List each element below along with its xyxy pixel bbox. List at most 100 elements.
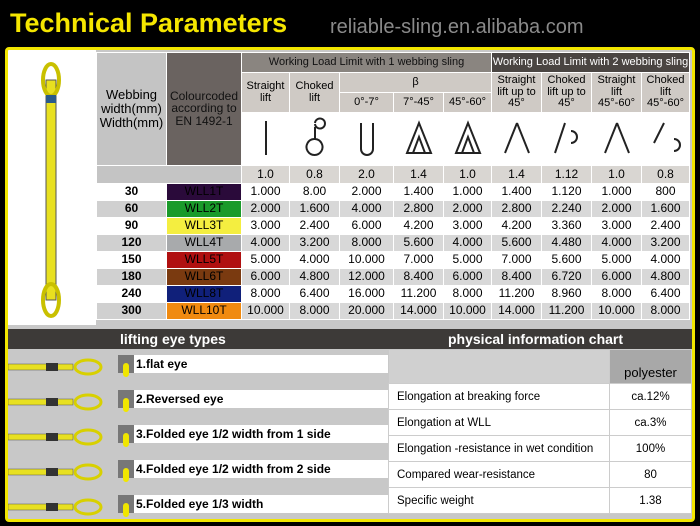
group-header-2-sling: Working Load Limit with 2 webbing sling [491,52,690,73]
wll-cell: 6.000 [443,267,492,286]
wll-cell: 4.200 [491,216,542,235]
width-cell: 120 [96,233,167,252]
wll-cell: 4.000 [443,233,492,252]
angle-header: 7°-45° [393,92,444,113]
width-cell: 240 [96,284,167,303]
wll-cell: 6.400 [289,284,340,303]
wll-cell: 800 [641,182,690,201]
physical-row: Specific weight 1.38 [388,487,692,514]
wll-cell: 1.120 [541,182,592,201]
wll-cell: 1.400 [491,182,542,201]
table-row: 60 WLL2T 2.000 1.600 4.000 2.800 2.000 2.800 2.2… [96,199,690,218]
eye-type-item: 3.Folded eye 1/2 width from 1 side [8,421,388,455]
width-cell: 60 [96,199,167,218]
property-value: ca.3% [609,409,692,436]
eye-type-label: 2.Reversed eye [134,390,388,408]
sling-image [8,50,96,325]
wll-cell: 14.000 [393,301,444,320]
wll-cell: 4.000 [591,233,642,252]
sling-eye-icon [8,463,103,481]
property-value: 80 [609,461,692,488]
eye-shape-icon [118,425,134,447]
wll-cell: 6.400 [641,284,690,303]
wll-cell: 4.480 [541,233,592,252]
subheader: Straight lift 45°-60° [591,72,642,113]
eye-type-label: 4.Folded eye 1/2 width from 2 side [134,460,388,478]
sling-config-icon [641,112,690,166]
table-row: 300 WLL10T 10.000 8.000 20.000 14.000 10.000 14… [96,301,690,320]
wll-cell: 2.000 [339,182,394,201]
width-cell: 90 [96,216,167,235]
wll-cell: 5.600 [541,250,592,269]
wll-cell: 3.000 [241,216,290,235]
sling-eye-icon [8,358,103,376]
wll-cell: 11.200 [491,284,542,303]
sling-config-icon [339,112,394,166]
wll-cell: 1.400 [393,182,444,201]
table-row: 240 WLL8T 8.000 6.400 16.000 11.200 8.000 11.20… [96,284,690,303]
eye-shape-icon [118,460,134,482]
physical-row: Elongation -resistance in wet condition 1… [388,435,692,462]
table-row: 30 WLL1T 1.000 8.00 2.000 1.400 1.000 1.400 1.12… [96,182,690,201]
subheader: Straight lift [241,72,290,113]
eye-shape-icon [118,390,134,412]
sling-config-icon [289,112,340,166]
physical-row: Elongation at WLL ca.3% [388,409,692,436]
colourcode-header: Colourcoded according to EN 1492-1 [166,52,242,166]
wll-cell: 2.800 [491,199,542,218]
wll-cell: 8.000 [339,233,394,252]
eye-type-label: 5.Folded eye 1/3 width [134,495,388,513]
table-row: 120 WLL4T 4.000 3.200 8.000 5.600 4.000 5.600 4.… [96,233,690,252]
wll-cell: 2.400 [641,216,690,235]
property-label: Elongation at WLL [388,409,610,436]
property-value: ca.12% [609,383,692,410]
wll-cell: 8.000 [241,284,290,303]
angle-header: 45°-60° [443,92,492,113]
wll-cell: 8.00 [289,182,340,201]
wll-cell: 8.000 [591,284,642,303]
wll-cell: 4.800 [641,267,690,286]
section-bar: lifting eye types physical information c… [8,329,692,349]
wll-cell: 6.000 [591,267,642,286]
spec-panel: Webbing width(mm) Width(mm) Colourcoded … [5,47,695,522]
wll-cell: 8.960 [541,284,592,303]
eye-type-label: 3.Folded eye 1/2 width from 1 side [134,425,388,443]
wll-cell: 4.000 [339,199,394,218]
subheader: Straight lift up to 45° [491,72,542,113]
wll-cell: 12.000 [339,267,394,286]
load-limit-table: Webbing width(mm) Width(mm) Colourcoded … [96,52,690,320]
watermark: reliable-sling.en.alibaba.com [330,16,584,38]
sling-eye-icon [8,428,103,446]
wll-cell: 7.000 [393,250,444,269]
eye-type-item: 1.flat eye [8,351,388,385]
page-title: Technical Parameters [10,8,288,38]
factor-cell: 1.0 [241,164,290,184]
blank-cell [388,349,610,384]
wll-cell: 8.400 [393,267,444,286]
factor-cell: 1.0 [591,164,642,184]
wll-cell: 5.000 [591,250,642,269]
colour-code-cell: WLL8T [166,284,242,303]
wll-cell: 5.000 [443,250,492,269]
wll-cell: 1.600 [641,199,690,218]
table-row: 90 WLL3T 3.000 2.400 6.000 4.200 3.000 4.200 3.3… [96,216,690,235]
wll-cell: 4.000 [641,250,690,269]
wll-cell: 8.000 [443,284,492,303]
wll-cell: 8.000 [641,301,690,320]
wll-cell: 20.000 [339,301,394,320]
wll-cell: 7.000 [491,250,542,269]
sling-eye-icon [8,498,103,516]
wll-cell: 3.000 [443,216,492,235]
eye-type-item: 2.Reversed eye [8,386,388,420]
wll-cell: 4.200 [393,216,444,235]
colour-code-cell: WLL5T [166,250,242,269]
wll-cell: 4.000 [289,250,340,269]
material-header: polyester [609,349,692,384]
width-cell: 30 [96,182,167,201]
property-label: Elongation -resistance in wet condition [388,435,610,462]
webbing-width-header: Webbing width(mm) Width(mm) [96,52,167,166]
subheader: Choked lift [289,72,340,113]
wll-cell: 1.600 [289,199,340,218]
physical-chart-heading: physical information chart [448,331,624,347]
property-label: Specific weight [388,487,610,514]
